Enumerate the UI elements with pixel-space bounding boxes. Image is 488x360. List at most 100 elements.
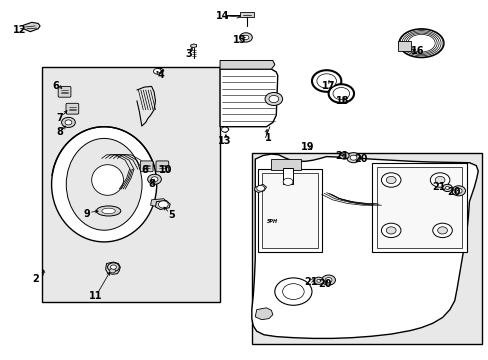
Text: 8: 8 — [56, 127, 63, 138]
Circle shape — [107, 263, 119, 271]
Circle shape — [332, 87, 349, 100]
Text: 13: 13 — [218, 136, 231, 146]
Text: 21: 21 — [335, 150, 348, 161]
Ellipse shape — [92, 165, 123, 195]
Polygon shape — [220, 69, 277, 127]
Bar — [271, 159, 300, 170]
Circle shape — [274, 278, 311, 305]
Circle shape — [321, 275, 335, 285]
Ellipse shape — [51, 127, 156, 242]
FancyBboxPatch shape — [140, 161, 153, 172]
Circle shape — [381, 173, 400, 187]
Circle shape — [346, 153, 360, 163]
Bar — [261, 173, 317, 248]
Circle shape — [325, 278, 331, 283]
Polygon shape — [255, 308, 272, 320]
Circle shape — [432, 223, 451, 238]
Text: 6: 6 — [141, 165, 148, 175]
Bar — [371, 163, 466, 252]
Circle shape — [268, 95, 278, 103]
Text: 15: 15 — [232, 35, 246, 45]
Text: 20: 20 — [353, 154, 367, 164]
Text: 10: 10 — [158, 165, 172, 175]
Ellipse shape — [398, 29, 443, 58]
Circle shape — [282, 284, 304, 300]
Text: 6: 6 — [53, 81, 60, 91]
Circle shape — [316, 74, 336, 88]
Circle shape — [342, 154, 346, 157]
Circle shape — [386, 176, 395, 184]
Circle shape — [311, 70, 341, 92]
Circle shape — [328, 84, 353, 103]
Circle shape — [313, 277, 323, 284]
Text: 20: 20 — [318, 279, 331, 289]
Text: 1: 1 — [264, 132, 271, 143]
Circle shape — [239, 33, 252, 42]
Circle shape — [243, 35, 248, 40]
Circle shape — [442, 184, 451, 192]
Text: 3: 3 — [184, 49, 191, 59]
Text: 21: 21 — [303, 276, 317, 287]
Circle shape — [445, 186, 448, 189]
Bar — [282, 168, 293, 184]
Text: 18: 18 — [335, 96, 348, 106]
Polygon shape — [220, 60, 274, 69]
Text: 4: 4 — [158, 70, 164, 80]
Circle shape — [283, 178, 292, 185]
Circle shape — [221, 127, 228, 132]
Text: 14: 14 — [216, 11, 229, 21]
Text: 11: 11 — [89, 291, 102, 301]
Bar — [258, 169, 321, 252]
Circle shape — [437, 227, 447, 234]
Circle shape — [153, 68, 161, 74]
Circle shape — [110, 265, 116, 269]
Text: 5PH: 5PH — [266, 219, 277, 224]
Circle shape — [386, 227, 395, 234]
Polygon shape — [23, 22, 40, 32]
Text: 19: 19 — [301, 142, 314, 152]
Circle shape — [316, 279, 320, 282]
Bar — [251, 153, 481, 344]
Text: 2: 2 — [32, 274, 39, 284]
Text: 17: 17 — [321, 81, 335, 91]
Text: 12: 12 — [13, 24, 26, 35]
Text: 8: 8 — [148, 179, 155, 189]
Circle shape — [454, 188, 461, 193]
Text: 9: 9 — [83, 209, 90, 219]
Polygon shape — [254, 184, 266, 193]
Circle shape — [109, 269, 115, 273]
Text: 16: 16 — [410, 46, 424, 56]
Circle shape — [147, 174, 161, 184]
Bar — [240, 12, 253, 17]
FancyBboxPatch shape — [66, 103, 79, 114]
Circle shape — [65, 120, 72, 125]
Ellipse shape — [96, 206, 121, 216]
Polygon shape — [190, 44, 196, 48]
Polygon shape — [105, 262, 120, 274]
Ellipse shape — [66, 138, 142, 230]
Circle shape — [381, 223, 400, 238]
Circle shape — [429, 173, 449, 187]
FancyBboxPatch shape — [58, 86, 71, 97]
Circle shape — [158, 201, 168, 208]
Circle shape — [339, 152, 348, 159]
Circle shape — [61, 117, 75, 127]
Circle shape — [451, 186, 465, 196]
Ellipse shape — [102, 208, 115, 214]
Text: 5: 5 — [167, 210, 174, 220]
Text: 21: 21 — [431, 182, 445, 192]
Circle shape — [256, 185, 264, 191]
Circle shape — [264, 93, 282, 105]
Polygon shape — [155, 201, 170, 210]
Polygon shape — [251, 154, 477, 338]
Text: 20: 20 — [446, 186, 460, 197]
Circle shape — [151, 177, 158, 182]
Circle shape — [434, 176, 444, 184]
FancyBboxPatch shape — [156, 161, 168, 172]
Bar — [376, 167, 461, 248]
Bar — [41, 67, 220, 302]
Polygon shape — [150, 199, 167, 207]
Circle shape — [349, 155, 356, 160]
Bar — [397, 41, 410, 51]
Text: 7: 7 — [56, 113, 63, 123]
